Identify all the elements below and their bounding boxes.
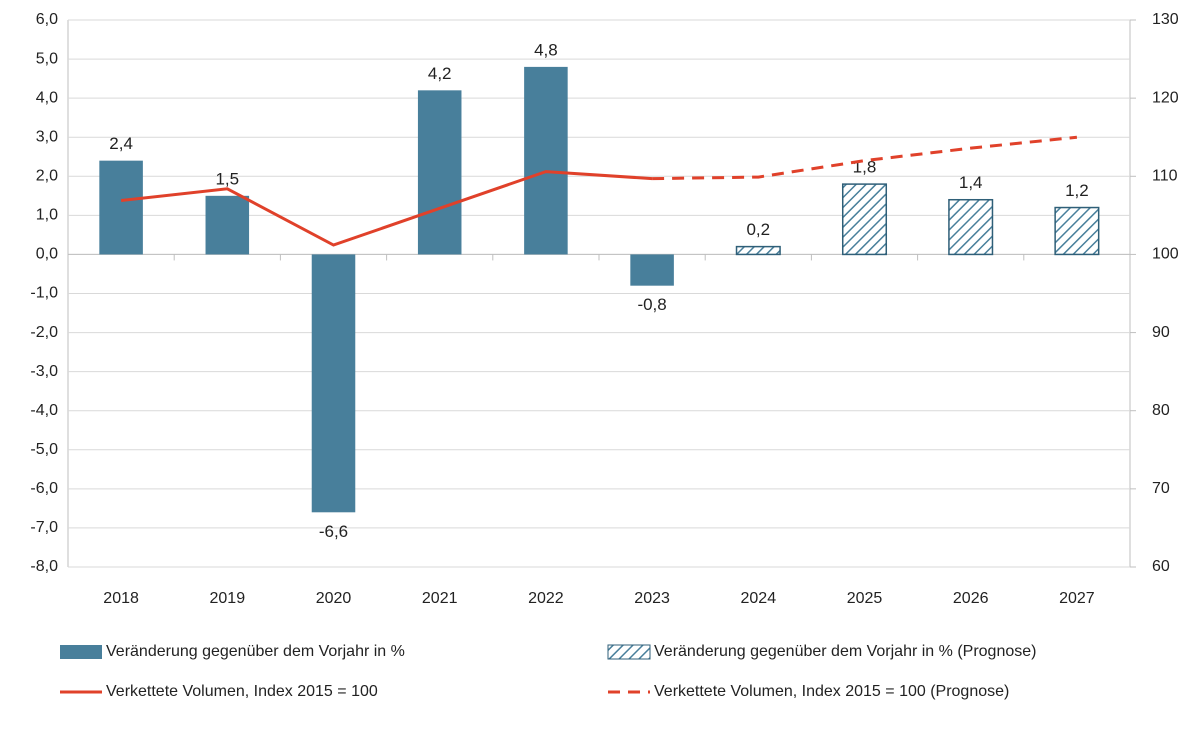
- bar: [417, 90, 462, 255]
- y-tick-label: -3,0: [30, 363, 58, 380]
- legend-swatch: [607, 644, 651, 660]
- bar: [99, 160, 143, 255]
- y-tick-label: 1,0: [36, 207, 58, 224]
- data-label: -0,8: [637, 295, 666, 314]
- line: [120, 170, 653, 247]
- bar: [524, 66, 568, 255]
- data-label: 1,2: [1065, 181, 1089, 200]
- y2-tick-label: 130: [1152, 11, 1179, 28]
- y-tick-label: 5,0: [36, 50, 58, 67]
- data-label: -6,6: [319, 522, 348, 541]
- data-label: 1,4: [959, 173, 983, 192]
- x-tick-label: 2024: [741, 590, 777, 607]
- y-tick-label: -1,0: [30, 285, 58, 302]
- x-tick-label: 2019: [210, 590, 246, 607]
- bar: [948, 198, 994, 256]
- x-tick-label: 2018: [103, 590, 139, 607]
- data-label: 4,2: [428, 64, 452, 83]
- line: [652, 135, 1078, 181]
- x-tick-label: 2021: [422, 590, 458, 607]
- data-label: 1,5: [215, 169, 239, 188]
- y2-tick-label: 70: [1152, 480, 1170, 497]
- x-tick-label: 2023: [634, 590, 670, 607]
- data-label: 2,4: [109, 134, 133, 153]
- y2-tick-label: 120: [1152, 89, 1179, 106]
- data-label: 4,8: [534, 40, 558, 59]
- y-tick-label: -2,0: [30, 324, 58, 341]
- y-tick-label: -5,0: [30, 441, 58, 458]
- bar: [205, 195, 250, 255]
- legend-label: Verkettete Volumen, Index 2015 = 100 (Pr…: [654, 683, 1009, 700]
- y-tick-label: 3,0: [36, 128, 58, 145]
- x-tick-label: 2022: [528, 590, 564, 607]
- y2-tick-label: 100: [1152, 246, 1179, 263]
- x-tick-label: 2020: [316, 590, 352, 607]
- y-tick-label: 6,0: [36, 11, 58, 28]
- bar: [1054, 206, 1100, 256]
- legend-label: Verkettete Volumen, Index 2015 = 100: [106, 683, 378, 700]
- y-tick-label: -8,0: [30, 558, 58, 575]
- x-tick-label: 2025: [847, 590, 883, 607]
- y-tick-label: 4,0: [36, 89, 58, 106]
- bar: [311, 254, 356, 513]
- y-tick-label: -4,0: [30, 402, 58, 419]
- legend-label: Veränderung gegenüber dem Vorjahr in %: [106, 643, 405, 660]
- y2-tick-label: 110: [1152, 168, 1178, 185]
- bar: [630, 254, 674, 286]
- y2-tick-label: 80: [1152, 402, 1170, 419]
- bar: [841, 183, 888, 256]
- legend-swatch: [60, 645, 102, 659]
- y-tick-label: -7,0: [30, 519, 58, 536]
- y2-tick-label: 60: [1152, 558, 1170, 575]
- data-label: 0,2: [746, 220, 770, 239]
- bar: [735, 245, 781, 256]
- y2-tick-label: 90: [1152, 324, 1170, 341]
- x-tick-label: 2027: [1059, 590, 1095, 607]
- legend-label: Veränderung gegenüber dem Vorjahr in % (…: [654, 643, 1036, 660]
- y-tick-label: 0,0: [36, 246, 58, 263]
- y-tick-label: -6,0: [30, 480, 58, 497]
- y-tick-label: 2,0: [36, 168, 58, 185]
- x-tick-label: 2026: [953, 590, 989, 607]
